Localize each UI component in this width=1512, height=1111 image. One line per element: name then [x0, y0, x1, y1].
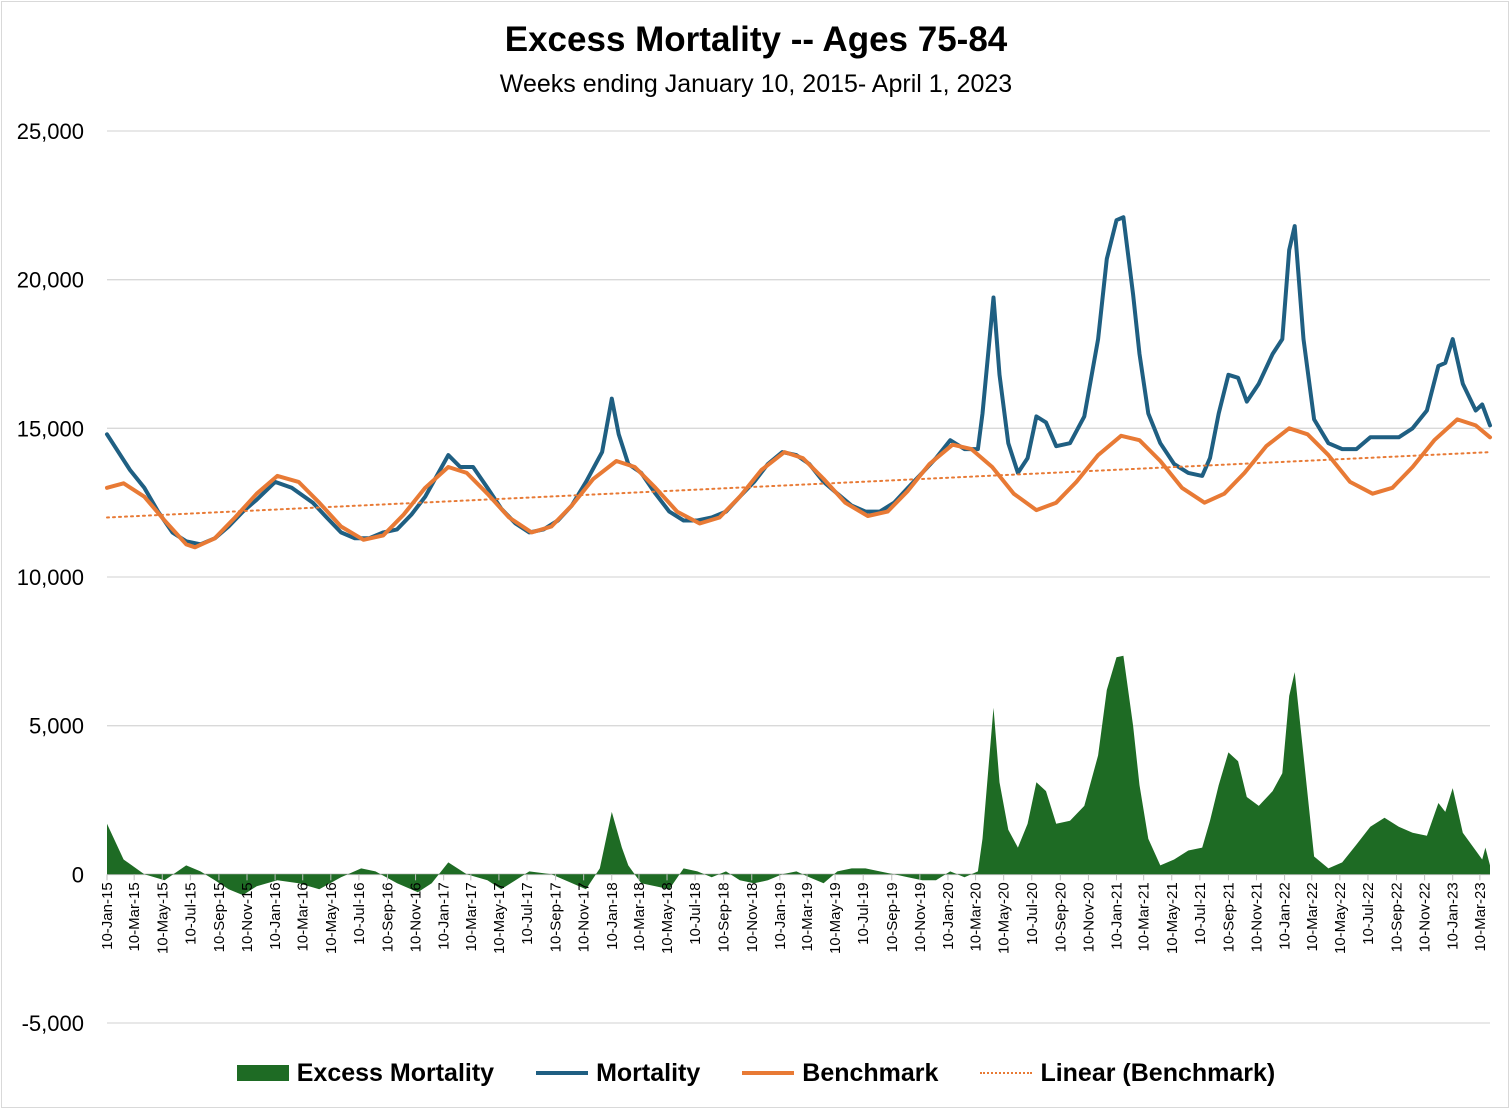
series-linear-benchmark-trendline [106, 451, 1491, 519]
y-tick-label: 20,000 [17, 268, 84, 293]
x-tick-label: 10-Nov-15 [239, 882, 256, 952]
chart-title: Excess Mortality -- Ages 75-84 [504, 20, 1008, 59]
x-tick-label: 10-Mar-20 [968, 882, 985, 951]
x-tick-label: 10-Nov-18 [744, 882, 761, 952]
series-benchmark-line [105, 417, 1492, 550]
x-tick-label: 10-Jan-16 [267, 882, 284, 950]
chart-subtitle: Weeks ending January 10, 2015- April 1, … [499, 70, 1013, 98]
x-tick-label: 10-Nov-22 [1417, 882, 1434, 952]
x-tick-label: 10-May-19 [827, 882, 844, 954]
x-tick-label: 10-Jan-22 [1277, 882, 1294, 950]
legend-swatch-linear [980, 1072, 1033, 1074]
legend-label-linear: Linear (Benchmark) [1040, 1058, 1276, 1087]
x-tick-label: 10-Sep-15 [211, 882, 228, 952]
x-axis-ticks: 10-Jan-15 10-Mar-15 10-May-15 10-Jul-15 10-S… [99, 874, 1489, 954]
y-tick-label: 10,000 [17, 565, 84, 590]
legend-item-linear: Linear (Benchmark) [980, 1059, 1275, 1088]
x-tick-label: 10-Sep-20 [1052, 882, 1069, 952]
x-tick-label: 10-Nov-19 [912, 882, 929, 952]
x-tick-label: 10-Jul-20 [1024, 882, 1041, 945]
y-tick-label: 25,000 [17, 119, 84, 144]
x-tick-label: 10-Mar-15 [126, 882, 143, 951]
x-tick-label: 10-May-21 [1164, 882, 1181, 954]
x-tick-label: 10-Jul-17 [519, 882, 536, 945]
x-tick-label: 10-Nov-20 [1080, 882, 1097, 952]
x-tick-label: 10-Sep-18 [716, 882, 733, 952]
x-tick-label: 10-Sep-17 [548, 882, 565, 952]
legend-swatch-benchmark [742, 1071, 795, 1075]
x-tick-label: 10-Jul-15 [182, 882, 199, 945]
x-tick-label: 10-Jul-22 [1360, 882, 1377, 945]
y-axis-ticks: -5,000 0 5,000 10,000 15,000 20,000 25,000 [17, 119, 84, 1036]
legend-label-excess: Excess Mortality [296, 1058, 495, 1087]
x-tick-label: 10-Mar-21 [1136, 882, 1153, 951]
x-tick-label: 10-Mar-19 [799, 882, 816, 951]
legend-item-mortality: Mortality [536, 1059, 700, 1088]
x-tick-label: 10-Jul-18 [687, 882, 704, 945]
x-tick-label: 10-May-20 [996, 882, 1013, 954]
y-tick-label: 0 [72, 862, 84, 887]
y-tick-label: 15,000 [17, 416, 84, 441]
legend-label-benchmark: Benchmark [802, 1058, 939, 1087]
x-tick-label: 10-Nov-16 [408, 882, 425, 952]
x-tick-label: 10-Sep-16 [379, 882, 396, 952]
legend-swatch-excess [236, 1065, 289, 1081]
y-tick-label: -5,000 [22, 1011, 84, 1036]
legend: Excess Mortality Mortality Benchmark Lin… [0, 1056, 1512, 1090]
x-tick-label: 10-Jan-17 [436, 882, 453, 950]
grid-lines [107, 130, 1490, 1024]
legend-label-mortality: Mortality [596, 1058, 701, 1087]
excess-area-layer [107, 655, 1490, 896]
x-tick-label: 10-Nov-21 [1249, 882, 1266, 952]
x-tick-label: 10-Mar-16 [295, 882, 312, 951]
x-tick-label: 10-May-22 [1332, 882, 1349, 954]
x-tick-label: 10-Mar-18 [631, 882, 648, 951]
x-tick-label: 10-Sep-21 [1220, 882, 1237, 952]
x-tick-label: 10-May-17 [491, 882, 508, 954]
x-tick-label: 10-Jan-23 [1445, 882, 1462, 950]
x-tick-label: 10-Mar-17 [463, 882, 480, 951]
x-tick-label: 10-Jan-18 [604, 882, 621, 950]
x-tick-label: 10-May-16 [323, 882, 340, 954]
legend-item-excess: Excess Mortality [236, 1058, 495, 1088]
legend-item-benchmark: Benchmark [742, 1059, 938, 1088]
x-tick-label: 10-May-15 [154, 882, 171, 954]
y-tick-label: 5,000 [29, 714, 84, 739]
legend-swatch-mortality [536, 1071, 589, 1075]
x-tick-label: 10-Jul-16 [351, 882, 368, 945]
series-excess-mortality-area [107, 655, 1490, 896]
x-tick-label: 10-Jan-15 [99, 882, 116, 950]
x-tick-label: 10-Jul-21 [1192, 882, 1209, 945]
x-tick-label: 10-Jan-20 [940, 882, 957, 950]
x-tick-label: 10-Sep-19 [884, 882, 901, 952]
x-tick-label: 10-Sep-22 [1389, 882, 1406, 952]
x-tick-label: 10-May-18 [659, 882, 676, 954]
x-tick-label: 10-Mar-22 [1304, 882, 1321, 951]
x-tick-label: 10-Jul-19 [855, 882, 872, 945]
x-tick-label: 10-Nov-17 [576, 882, 593, 952]
x-tick-label: 10-Mar-23 [1472, 882, 1489, 951]
x-tick-label: 10-Jan-19 [772, 882, 789, 950]
x-tick-label: 10-Jan-21 [1109, 882, 1126, 950]
lines-layer [105, 215, 1492, 550]
